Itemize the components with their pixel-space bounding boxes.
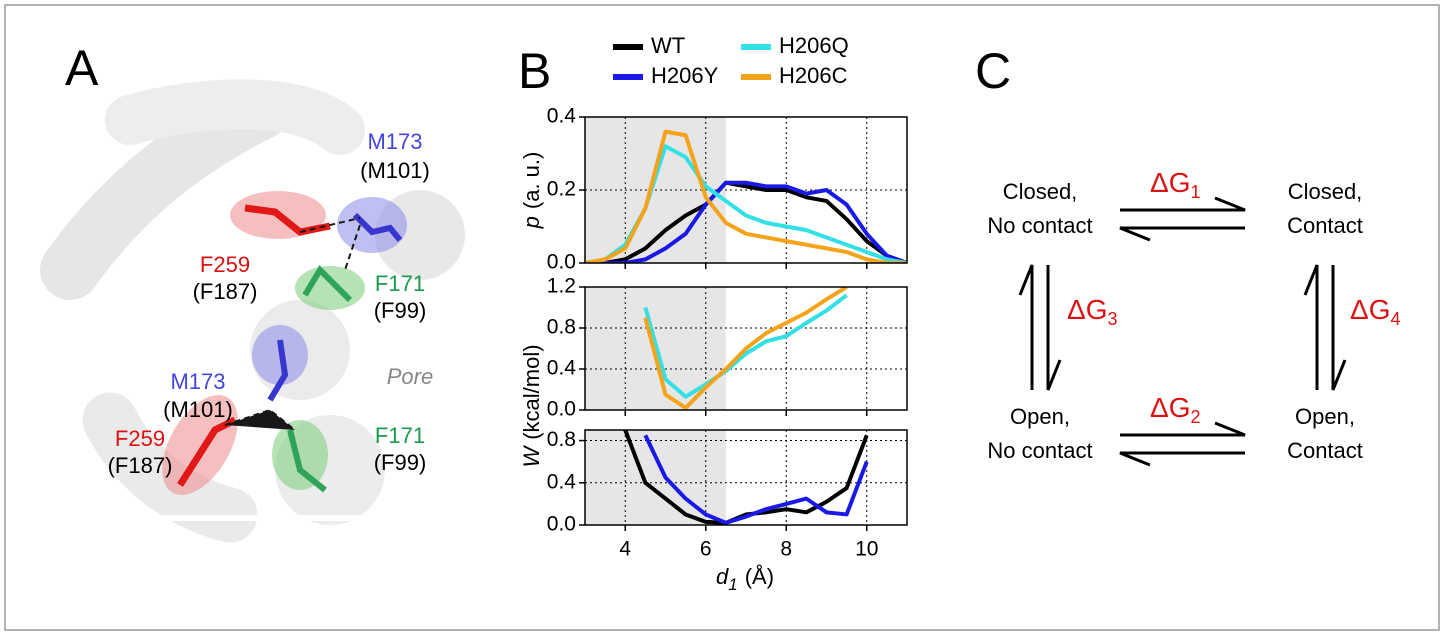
state-label: No contact bbox=[987, 438, 1092, 463]
y-tick-label: 0.8 bbox=[547, 428, 576, 451]
x-axis-label: d1 (Å) bbox=[716, 564, 774, 595]
structure-art bbox=[40, 79, 465, 543]
y-tick-label: 0.8 bbox=[547, 316, 576, 339]
y-tick-label: 0.0 bbox=[547, 513, 576, 536]
residue-alt: (F187) bbox=[108, 453, 173, 478]
series-line bbox=[585, 129, 907, 263]
energy-sub: 1 bbox=[1190, 182, 1200, 202]
state-label: Contact bbox=[1287, 438, 1363, 463]
residue-labels: M173 (M101) F259 (F187) F171 (F99) M173 … bbox=[108, 129, 434, 478]
pore-label: Pore bbox=[387, 364, 433, 389]
energy-label: ΔG2 bbox=[1150, 392, 1201, 426]
y-axis-label: p (a. u.) bbox=[519, 152, 544, 230]
panel-letter: C bbox=[975, 43, 1011, 99]
series-line bbox=[643, 434, 869, 525]
state-label: Closed, bbox=[1003, 179, 1078, 204]
energy-symbol: ΔG bbox=[1350, 294, 1390, 325]
energy-sub: 3 bbox=[1107, 309, 1117, 329]
state-label: Contact bbox=[1287, 213, 1363, 238]
scheme: Closed, No contact Closed, Contact Open,… bbox=[987, 167, 1401, 467]
residue-alt: (F99) bbox=[374, 450, 427, 475]
residue-alt: (M101) bbox=[163, 397, 233, 422]
energy-label: ΔG3 bbox=[1067, 294, 1118, 328]
y-axis-unit: (kcal/mol) bbox=[519, 344, 544, 439]
panel-letter: B bbox=[518, 43, 551, 99]
y-tick-label: 0.4 bbox=[547, 470, 577, 493]
series-line bbox=[585, 180, 907, 263]
y-axis-unit: (a. u.) bbox=[519, 152, 544, 209]
legend-label: H206C bbox=[779, 63, 848, 88]
energy-sub: 4 bbox=[1390, 309, 1400, 329]
energy-sub: 2 bbox=[1190, 407, 1200, 427]
residue-label: M173 bbox=[170, 369, 225, 394]
y-tick-label: 0.2 bbox=[547, 178, 576, 201]
y-tick-label: 0.0 bbox=[547, 398, 576, 421]
residue-label: F259 bbox=[200, 252, 250, 277]
x-tick-label: 4 bbox=[619, 538, 631, 561]
legend-label: WT bbox=[651, 33, 685, 58]
shaded-region bbox=[585, 430, 726, 525]
state-label: No contact bbox=[987, 213, 1092, 238]
y-tick-label: 0.4 bbox=[547, 105, 577, 128]
y-tick-label: 0.0 bbox=[547, 251, 576, 274]
residue-label: F259 bbox=[115, 426, 165, 451]
plot-frame bbox=[584, 116, 908, 264]
legend-label: H206Y bbox=[651, 63, 719, 88]
energy-label: ΔG1 bbox=[1150, 167, 1201, 201]
residue-alt: (F99) bbox=[374, 298, 427, 323]
x-axis-unit: (Å) bbox=[745, 564, 774, 589]
plot-frame bbox=[584, 286, 908, 411]
residue-label: F171 bbox=[375, 271, 425, 296]
series-line bbox=[643, 293, 848, 399]
state-label: Closed, bbox=[1288, 179, 1363, 204]
state-label: Open, bbox=[1295, 404, 1355, 429]
frame bbox=[4, 4, 1440, 631]
residue-alt: (F187) bbox=[193, 279, 258, 304]
x-axis-sub: 1 bbox=[728, 575, 737, 594]
energy-symbol: ΔG bbox=[1150, 392, 1190, 423]
x-tick-label: 6 bbox=[700, 538, 712, 561]
series-line bbox=[585, 180, 907, 263]
plot-frame bbox=[584, 429, 908, 526]
residue-label: F171 bbox=[375, 423, 425, 448]
series-line bbox=[643, 287, 848, 410]
y-axis-symbol: W bbox=[519, 445, 544, 468]
y-tick-label: 1.2 bbox=[547, 275, 576, 298]
energy-symbol: ΔG bbox=[1150, 167, 1190, 198]
state-label: Open, bbox=[1010, 404, 1070, 429]
y-axis-label: W (kcal/mol) bbox=[519, 344, 544, 467]
panel-letter: A bbox=[65, 40, 99, 96]
y-axis-symbol: p bbox=[519, 216, 544, 229]
residue-label: M173 bbox=[367, 129, 422, 154]
x-axis-symbol: d bbox=[716, 564, 729, 589]
legend-label: H206Q bbox=[779, 33, 849, 58]
equilibrium-arrows bbox=[1018, 196, 1347, 467]
x-tick-label: 8 bbox=[780, 538, 792, 561]
x-tick-label: 10 bbox=[855, 538, 878, 561]
y-tick-label: 0.4 bbox=[547, 357, 577, 380]
residue-alt: (M101) bbox=[360, 158, 430, 183]
energy-symbol: ΔG bbox=[1067, 294, 1107, 325]
energy-label: ΔG4 bbox=[1350, 294, 1401, 328]
